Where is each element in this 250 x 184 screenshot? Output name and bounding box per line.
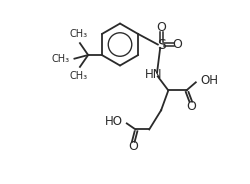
Text: HN: HN <box>144 68 162 81</box>
Text: O: O <box>185 100 195 113</box>
Text: O: O <box>156 21 166 34</box>
Text: S: S <box>156 38 165 52</box>
Text: O: O <box>172 38 181 51</box>
Text: CH₃: CH₃ <box>70 71 88 81</box>
Text: O: O <box>128 140 138 153</box>
Text: CH₃: CH₃ <box>70 29 88 39</box>
Text: OH: OH <box>200 74 218 87</box>
Text: CH₃: CH₃ <box>52 54 70 64</box>
Text: HO: HO <box>104 115 122 128</box>
